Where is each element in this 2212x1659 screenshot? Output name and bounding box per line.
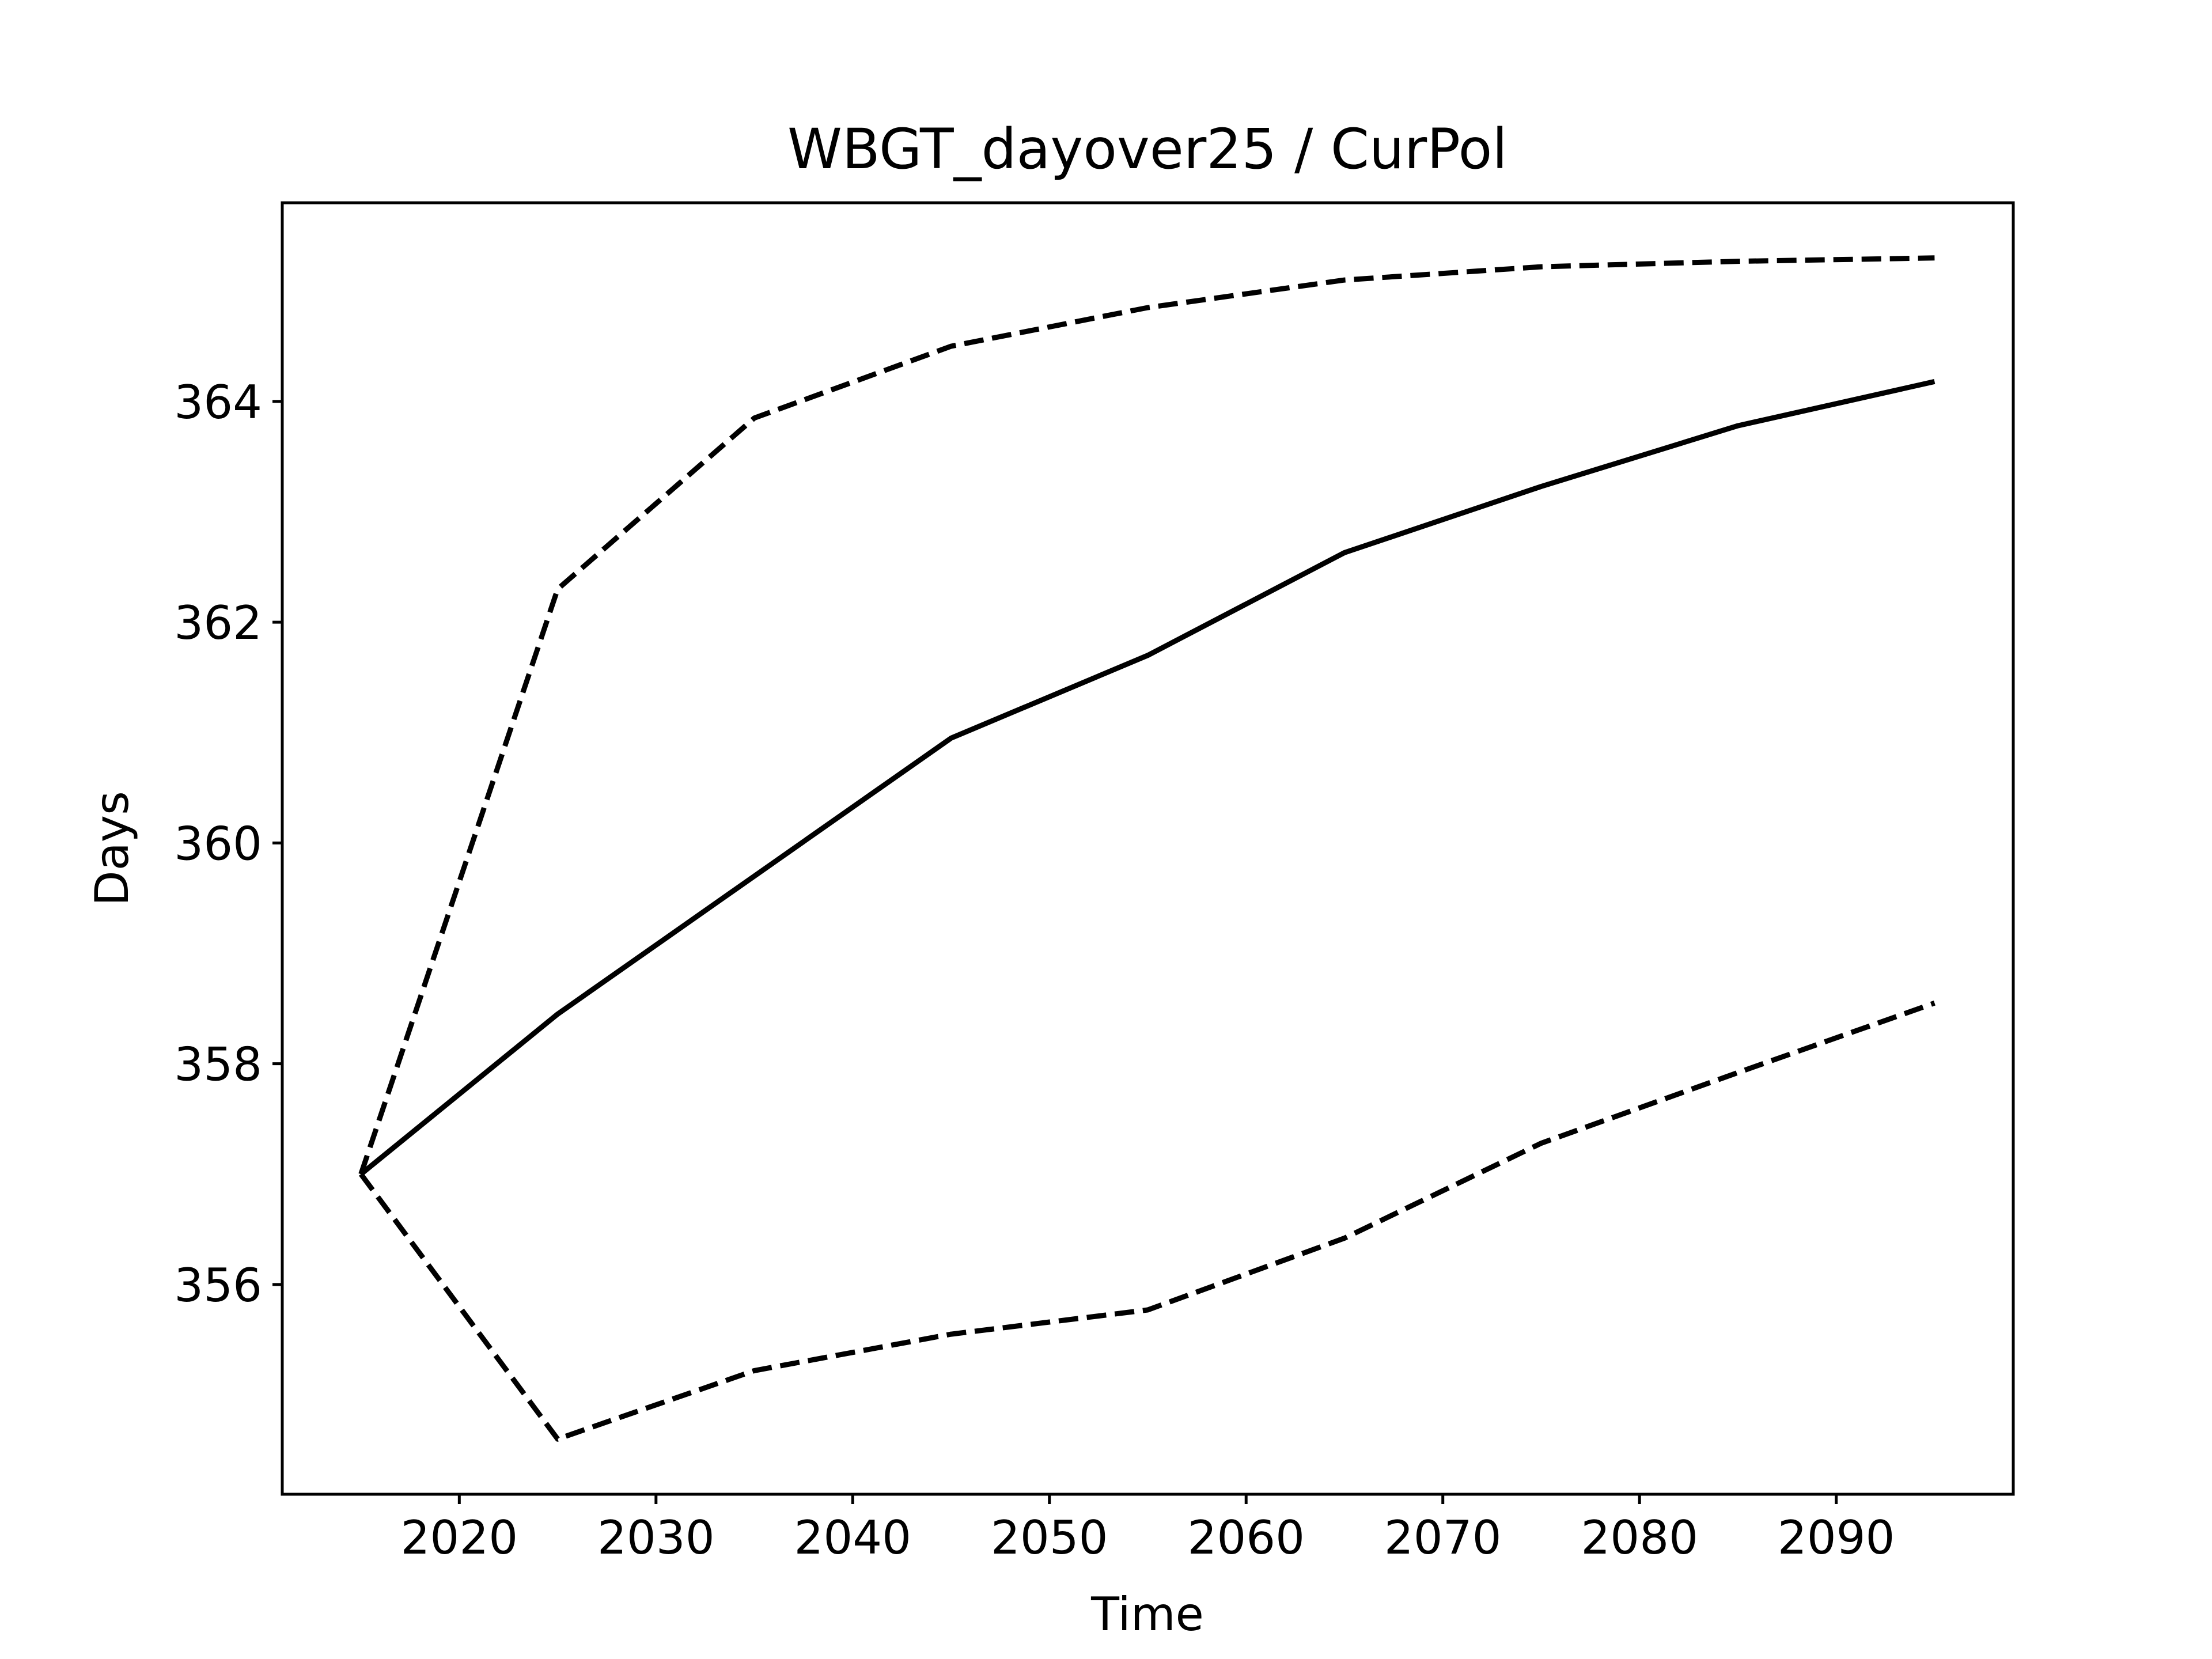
plot-frame bbox=[281, 201, 2015, 1496]
y-axis-label: Days bbox=[85, 791, 139, 906]
y-tick-label: 358 bbox=[174, 1038, 262, 1092]
x-tick-label: 2060 bbox=[1187, 1511, 1305, 1565]
y-tick-label: 362 bbox=[174, 596, 262, 650]
y-tick-label: 360 bbox=[174, 817, 262, 870]
x-tick-label: 2080 bbox=[1581, 1511, 1698, 1565]
y-tick-label: 364 bbox=[174, 376, 262, 429]
x-tick-label: 2030 bbox=[597, 1511, 715, 1565]
series-line-1 bbox=[358, 255, 1935, 1175]
x-axis-label: Time bbox=[1090, 1588, 1204, 1641]
x-tick-label: 2040 bbox=[794, 1511, 911, 1565]
y-axis: 356 358 360 362 364 bbox=[174, 376, 282, 1312]
x-axis: 2020 2030 2040 2050 2060 2070 2080 2090 bbox=[401, 1494, 1895, 1565]
y-tick-label: 356 bbox=[174, 1259, 262, 1312]
x-tick-label: 2090 bbox=[1778, 1511, 1895, 1565]
x-tick-label: 2070 bbox=[1384, 1511, 1502, 1565]
x-tick-label: 2050 bbox=[991, 1511, 1108, 1565]
series-line-2 bbox=[359, 379, 1936, 1176]
x-tick-label: 2020 bbox=[401, 1511, 518, 1565]
series-layer bbox=[358, 255, 1936, 1442]
chart-title: WBGT_dayover25 / CurPol bbox=[787, 117, 1508, 181]
series-line-3 bbox=[358, 1001, 1936, 1442]
